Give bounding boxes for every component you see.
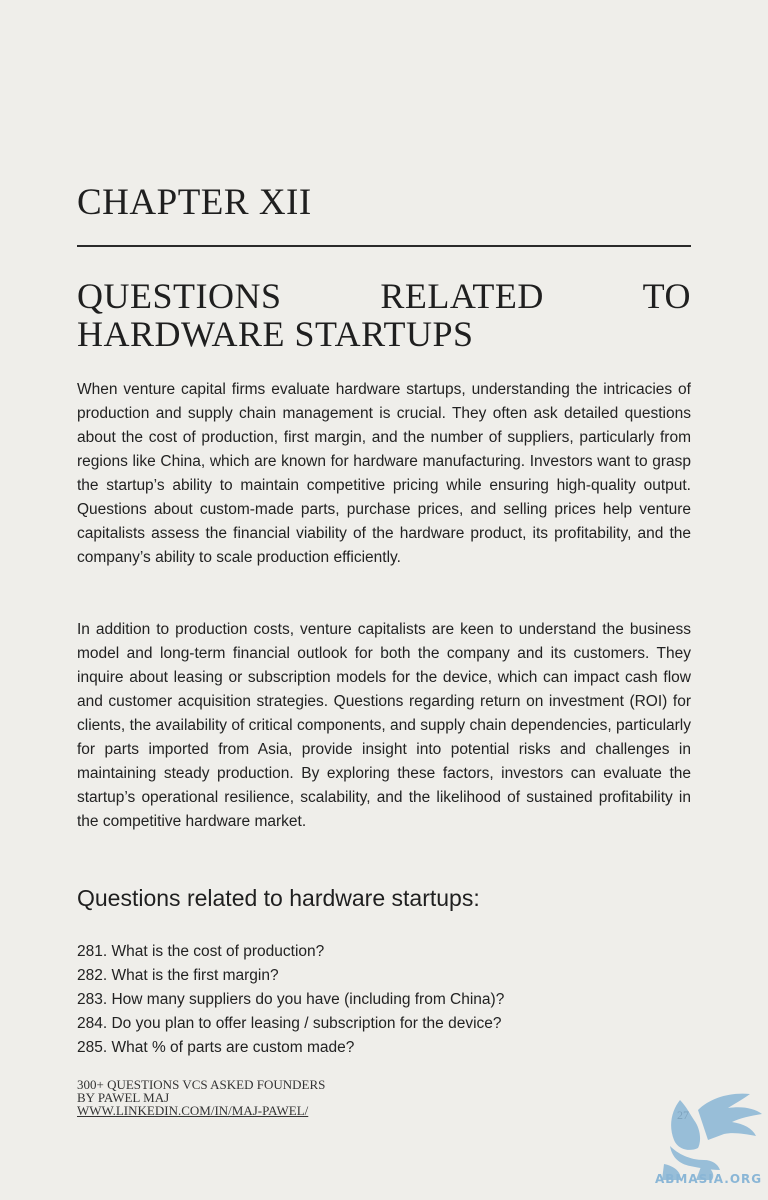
footer-author: by Pawel Maj xyxy=(77,1090,170,1105)
footer: 300+ Questions VCs Asked Founders by Paw… xyxy=(77,1078,325,1117)
document-page: CHAPTER XII QUESTIONS RELATED TO HARDWAR… xyxy=(77,0,691,1200)
chapter-label: CHAPTER XII xyxy=(77,182,312,223)
question-item: 283. How many suppliers do you have (inc… xyxy=(77,991,505,1008)
intro-paragraph: When venture capital firms evaluate hard… xyxy=(77,381,691,566)
chapter-title-word: RELATED xyxy=(380,276,544,316)
question-item: 281. What is the cost of production? xyxy=(77,943,325,960)
divider-rule xyxy=(77,245,691,247)
second-paragraph: In addition to production costs, venture… xyxy=(77,621,691,830)
question-item: 284. Do you plan to offer leasing / subs… xyxy=(77,1015,502,1032)
chapter-title-word: QUESTIONS xyxy=(77,276,282,316)
chapter-title-line1: QUESTIONS RELATED TO xyxy=(77,277,691,315)
questions-heading: Questions related to hardware startups: xyxy=(77,885,480,911)
chapter-title-word: TO xyxy=(642,276,691,316)
footer-linkedin-link[interactable]: www.linkedin.com/in/maj-pawel/ xyxy=(77,1103,309,1118)
questions-list: 281. What is the cost of production? 282… xyxy=(77,940,504,1060)
question-item: 282. What is the first margin? xyxy=(77,967,279,984)
chapter-title-line2: HARDWARE STARTUPS xyxy=(77,314,474,354)
chapter-title: QUESTIONS RELATED TO HARDWARE STARTUPS xyxy=(77,277,691,353)
question-item: 285. What % of parts are custom made? xyxy=(77,1039,355,1056)
griffin-logo-icon xyxy=(662,1093,762,1180)
watermark-text: ABMASIA.ORG xyxy=(655,1172,763,1186)
footer-book-title: 300+ Questions VCs Asked Founders xyxy=(77,1077,326,1092)
